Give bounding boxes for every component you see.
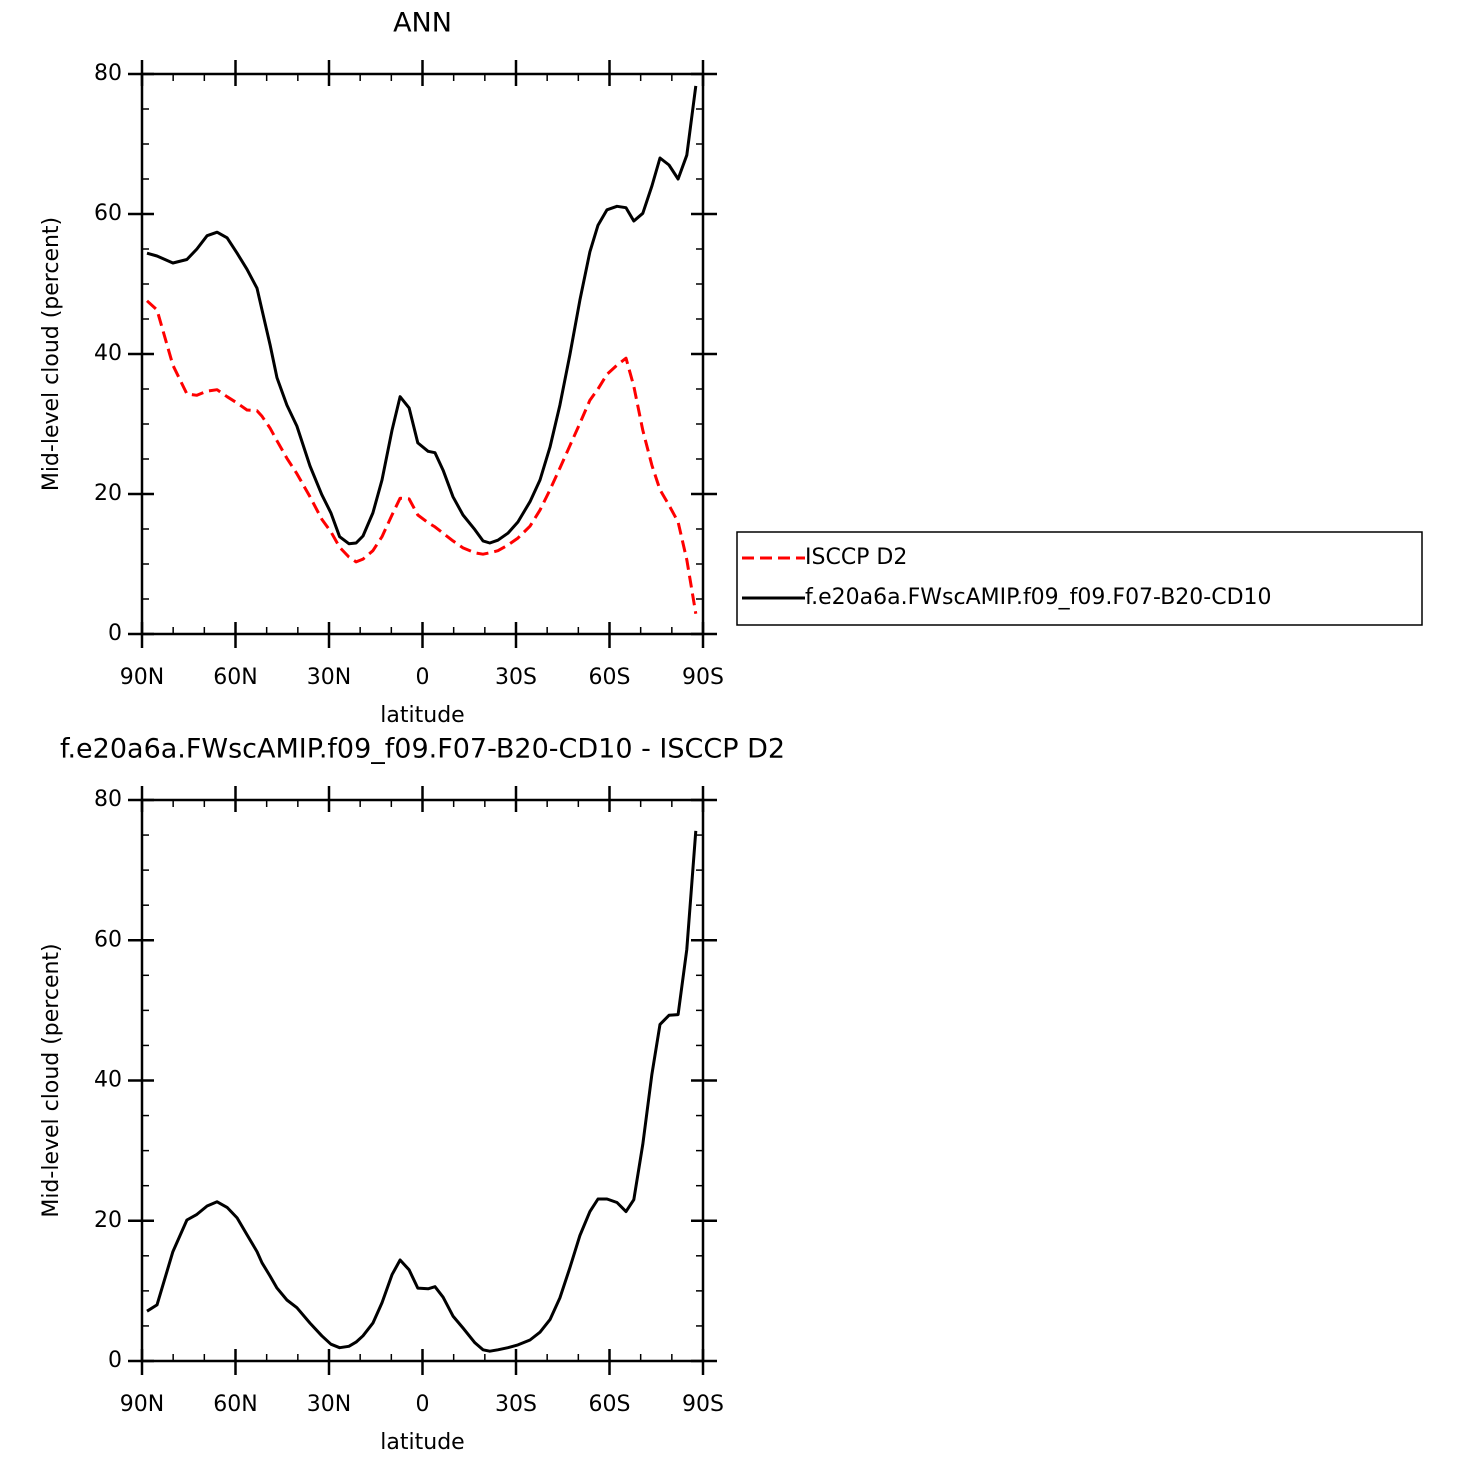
legend-label: f.e20a6a.FWscAMIP.f09_f09.F07-B20-CD10: [805, 585, 1272, 610]
data-line: [145, 299, 698, 614]
x-tick-label: 0: [416, 1392, 430, 1417]
y-axis-label: Mid-level cloud (percent): [39, 217, 64, 491]
x-tick-label: 30N: [307, 665, 351, 690]
x-tick-label: 90N: [120, 1392, 164, 1417]
y-tick-label: 0: [108, 621, 122, 646]
x-tick-label: 60N: [213, 1392, 257, 1417]
x-tick-label: 60S: [589, 665, 631, 690]
x-tick-label: 90S: [682, 1392, 724, 1417]
data-line: [146, 85, 698, 546]
y-tick-label: 40: [94, 341, 122, 366]
y-tick-label: 40: [94, 1068, 122, 1093]
x-tick-label: 30N: [307, 1392, 351, 1417]
x-tick-label: 0: [416, 665, 430, 690]
y-tick-label: 20: [94, 1208, 122, 1233]
data-line: [146, 830, 698, 1353]
plot-frame: [140, 798, 705, 1363]
y-tick-label: 80: [94, 787, 122, 812]
x-tick-label: 90S: [682, 665, 724, 690]
x-axis-label: latitude: [380, 703, 464, 728]
plot-frame: [140, 72, 705, 636]
x-tick-label: 60N: [213, 665, 257, 690]
x-tick-label: 60S: [589, 1392, 631, 1417]
y-tick-label: 60: [94, 927, 122, 952]
y-tick-label: 80: [94, 61, 122, 86]
legend-label: ISCCP D2: [805, 545, 907, 570]
x-tick-label: 30S: [495, 665, 537, 690]
y-tick-label: 0: [108, 1348, 122, 1373]
y-tick-label: 20: [94, 481, 122, 506]
x-tick-label: 30S: [495, 1392, 537, 1417]
legend-box: [736, 531, 1423, 626]
y-tick-label: 60: [94, 201, 122, 226]
chart-title: ANN: [393, 8, 452, 39]
y-axis-label: Mid-level cloud (percent): [39, 943, 64, 1217]
x-tick-label: 90N: [120, 665, 164, 690]
x-axis-label: latitude: [380, 1430, 464, 1455]
chart-title: f.e20a6a.FWscAMIP.f09_f09.F07-B20-CD10 -…: [60, 734, 785, 765]
